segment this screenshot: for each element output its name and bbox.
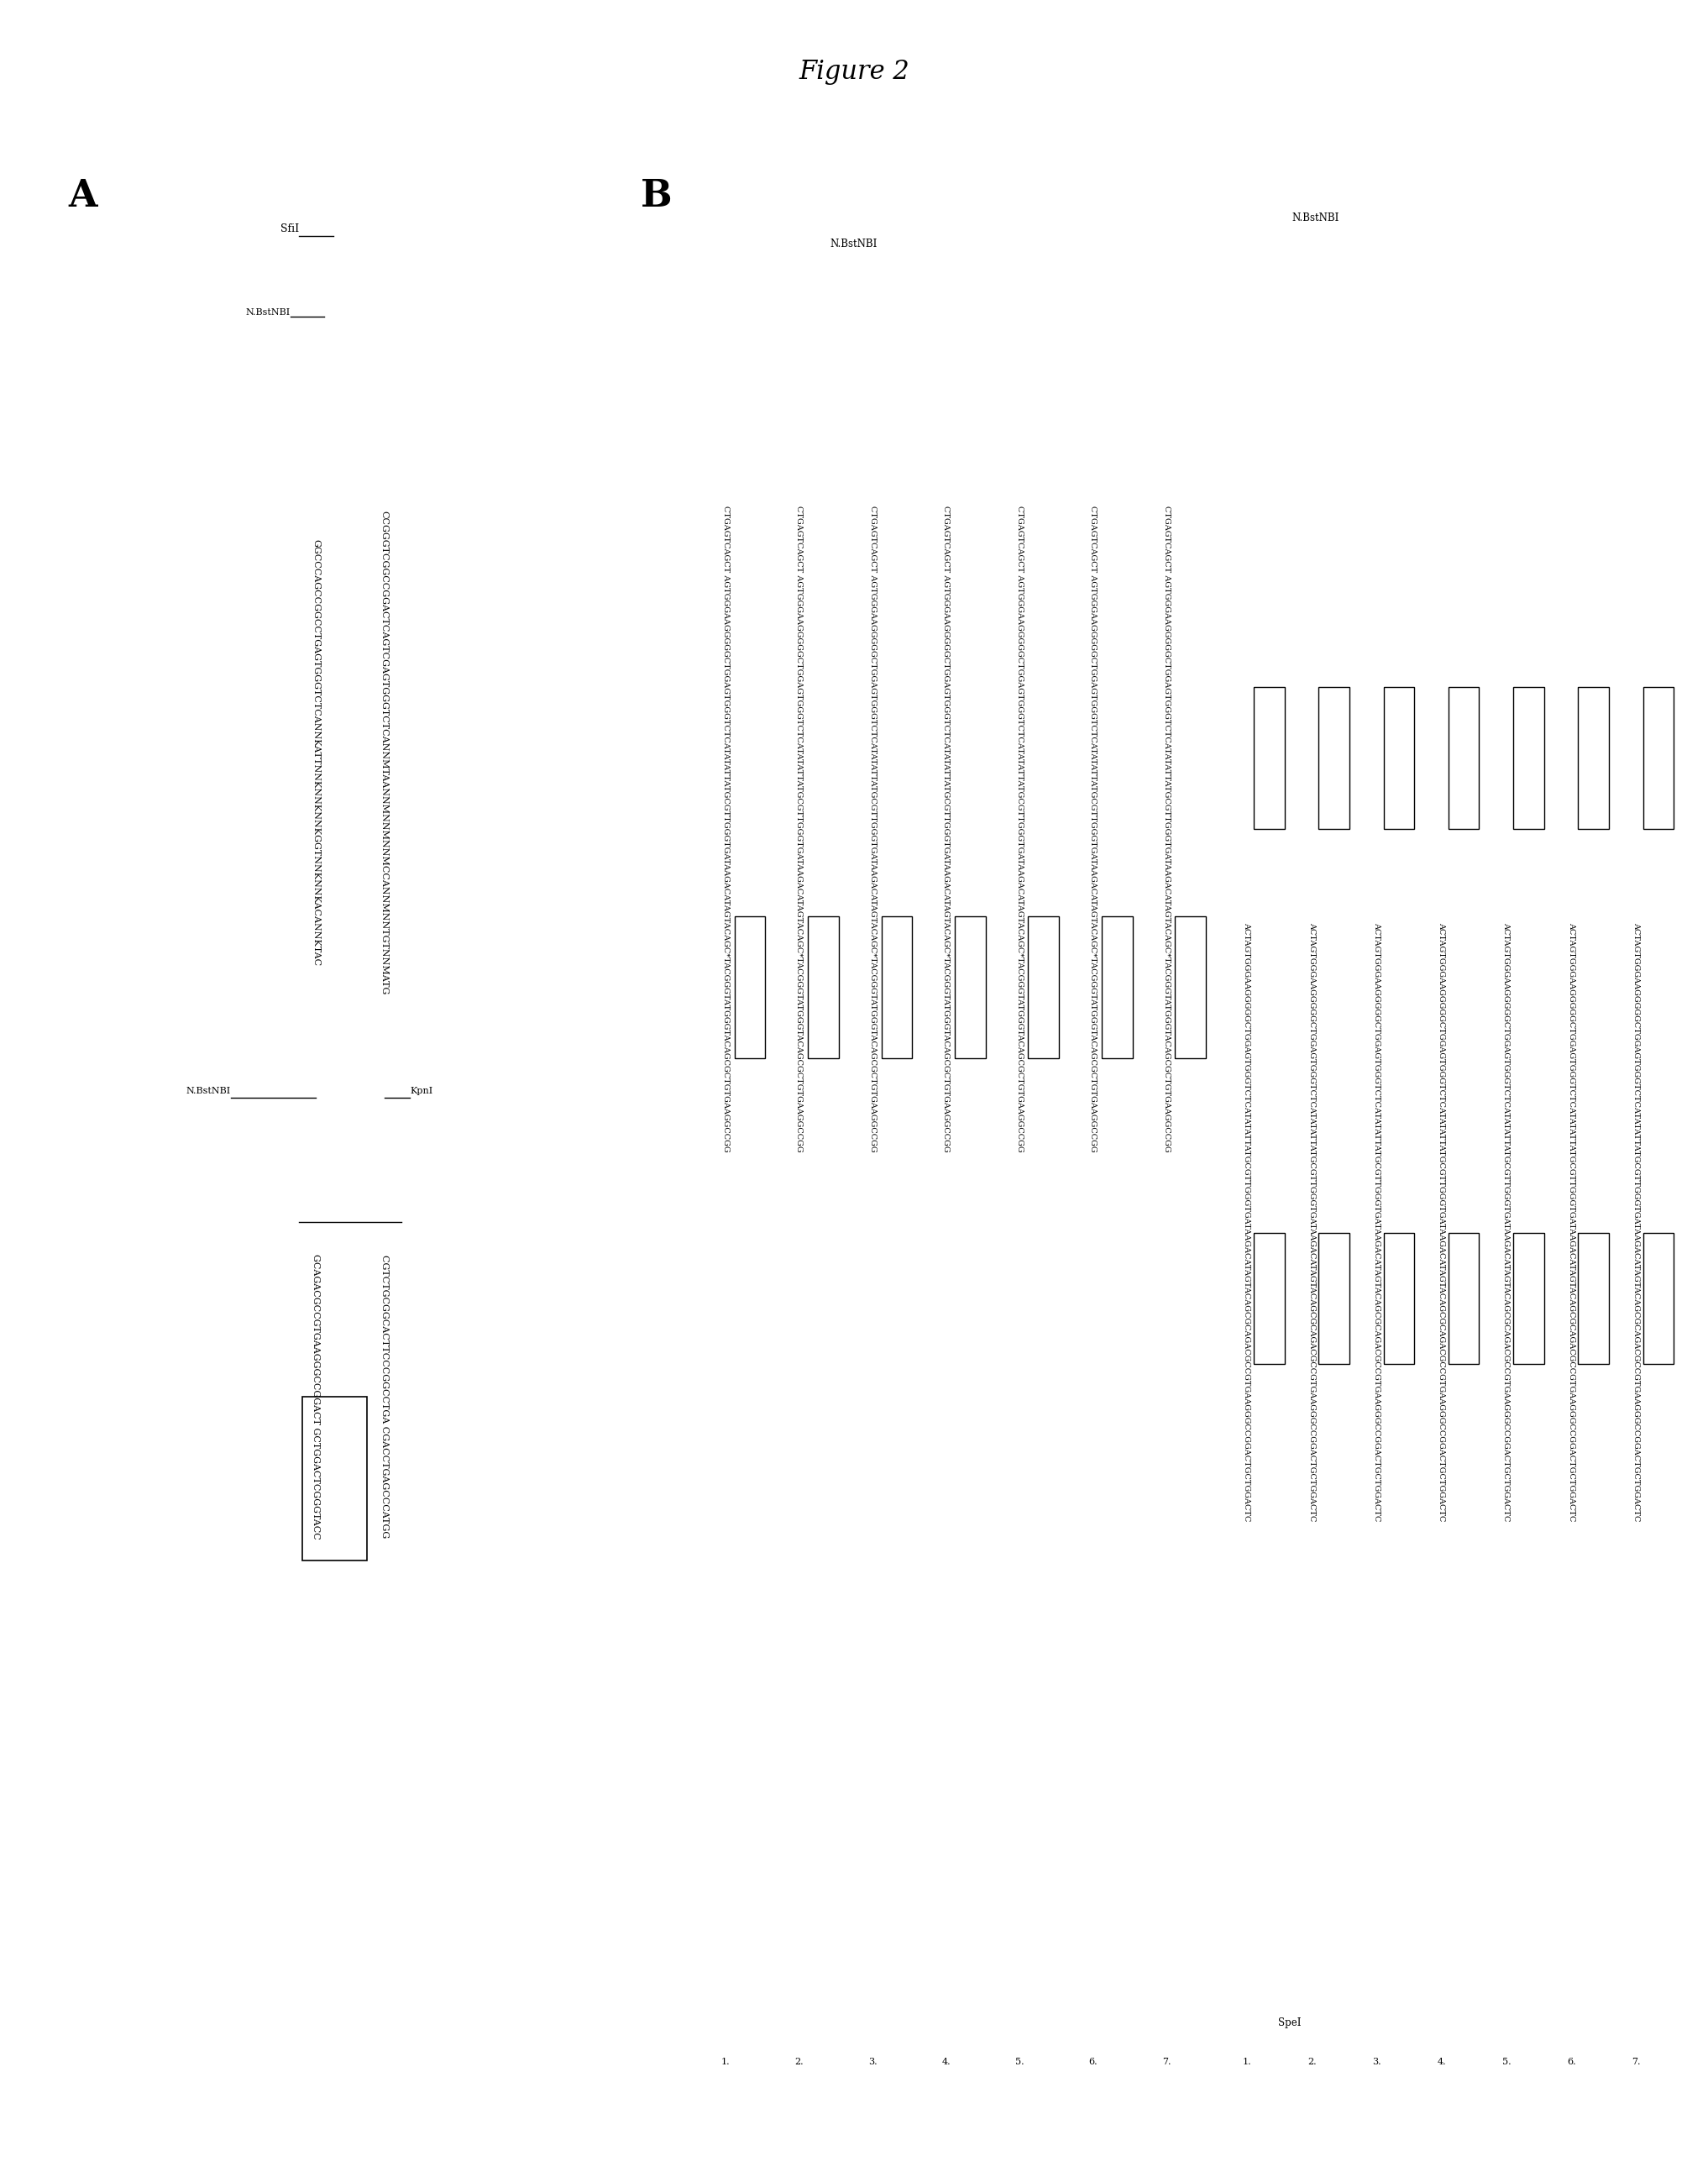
Bar xyxy=(1513,687,1544,829)
Text: Figure 2: Figure 2 xyxy=(799,59,909,85)
Text: 6.: 6. xyxy=(1088,2058,1098,2066)
Text: ACTAGTGGGAAGGGGGCTGGAGTGGGTCTCATATATTATGCGTTGGGTGATAAGACATAGTACAGCGCAGACGCCGTGAA: ACTAGTGGGAAGGGGGCTGGAGTGGGTCTCATATATTATG… xyxy=(1438,923,1445,1521)
Bar xyxy=(1319,687,1349,829)
Text: N.BstNBI: N.BstNBI xyxy=(830,238,878,251)
Bar xyxy=(808,916,839,1058)
Text: CTGAGTCAGCT AGTGGGAAGGGGGCTGGAGTGGGTCTCATATATTATGCGTTGGGTGATAAGACATAGTACAGC*TACG: CTGAGTCAGCT AGTGGGAAGGGGGCTGGAGTGGGTCTCA… xyxy=(1016,506,1023,1152)
Text: 5.: 5. xyxy=(1015,2058,1025,2066)
Text: GGCCCAGCCGGCCTGAGTGGGTCTCANNKATTNNKNNKNNKGGTNNKNNKACANNKTAC: GGCCCAGCCGGCCTGAGTGGGTCTCANNKATTNNKNNKNN… xyxy=(313,539,319,967)
Text: ACTAGTGGGAAGGGGGCTGGAGTGGGTCTCATATATTATGCGTTGGGTGATAAGACATAGTACAGCGCAGACGCCGTGAA: ACTAGTGGGAAGGGGGCTGGAGTGGGTCTCATATATTATG… xyxy=(1373,923,1380,1521)
Text: ACTAGTGGGAAGGGGGCTGGAGTGGGTCTCATATATTATGCGTTGGGTGATAAGACATAGTACAGCGCAGACGCCGTGAA: ACTAGTGGGAAGGGGGCTGGAGTGGGTCTCATATATTATG… xyxy=(1243,923,1250,1521)
Text: 3.: 3. xyxy=(868,2058,878,2066)
Text: 6.: 6. xyxy=(1566,2058,1576,2066)
Text: 7.: 7. xyxy=(1631,2058,1641,2066)
Bar xyxy=(1643,1233,1674,1364)
Bar xyxy=(1643,687,1674,829)
Bar xyxy=(1254,687,1284,829)
Bar xyxy=(1578,1233,1609,1364)
Text: CGTCTGCGGCACTTCCCGGCCTGA CGACCTGAGCCCATGG: CGTCTGCGGCACTTCCCGGCCTGA CGACCTGAGCCCATG… xyxy=(381,1255,388,1538)
Bar xyxy=(1383,1233,1414,1364)
Text: N.BstNBI: N.BstNBI xyxy=(246,308,290,316)
Text: 4.: 4. xyxy=(1436,2058,1447,2066)
Text: A: A xyxy=(68,179,97,214)
Bar xyxy=(881,916,912,1058)
Text: 5.: 5. xyxy=(1501,2058,1512,2066)
Text: 3.: 3. xyxy=(1372,2058,1382,2066)
Text: N.BstNBI: N.BstNBI xyxy=(1291,212,1339,225)
Text: GCAGACGCCGTGAAGGGCCGGACT GCTGGACTCGGGTACC: GCAGACGCCGTGAAGGGCCGGACT GCTGGACTCGGGTAC… xyxy=(313,1255,319,1538)
Text: CTGAGTCAGCT AGTGGGAAGGGGGCTGGAGTGGGTCTCATATATTATGCGTTGGGTGATAAGACATAGTACAGC*TACG: CTGAGTCAGCT AGTGGGAAGGGGGCTGGAGTGGGTCTCA… xyxy=(796,506,803,1152)
Text: CTGAGTCAGCT AGTGGGAAGGGGGCTGGAGTGGGTCTCATATATTATGCGTTGGGTGATAAGACATAGTACAGC*TACG: CTGAGTCAGCT AGTGGGAAGGGGGCTGGAGTGGGTCTCA… xyxy=(1090,506,1097,1152)
Text: 1.: 1. xyxy=(1242,2058,1252,2066)
Text: 1.: 1. xyxy=(721,2058,731,2066)
Bar xyxy=(1448,1233,1479,1364)
Bar xyxy=(1513,1233,1544,1364)
Bar xyxy=(1175,916,1206,1058)
Text: CTGAGTCAGCT AGTGGGAAGGGGGCTGGAGTGGGTCTCATATATTATGCGTTGGGTGATAAGACATAGTACAGC*TACG: CTGAGTCAGCT AGTGGGAAGGGGGCTGGAGTGGGTCTCA… xyxy=(869,506,876,1152)
Bar xyxy=(1448,687,1479,829)
Bar xyxy=(734,916,765,1058)
Bar xyxy=(1254,1233,1284,1364)
Text: 7.: 7. xyxy=(1161,2058,1172,2066)
Bar xyxy=(955,916,986,1058)
Text: SpeI: SpeI xyxy=(1278,2016,1301,2029)
Text: KpnI: KpnI xyxy=(410,1087,432,1095)
Bar xyxy=(1028,916,1059,1058)
Text: ACTAGTGGGAAGGGGGCTGGAGTGGGTCTCATATATTATGCGTTGGGTGATAAGACATAGTACAGCGCAGACGCCGTGAA: ACTAGTGGGAAGGGGGCTGGAGTGGGTCTCATATATTATG… xyxy=(1568,923,1575,1521)
Text: ACTAGTGGGAAGGGGGCTGGAGTGGGTCTCATATATTATGCGTTGGGTGATAAGACATAGTACAGCGCAGACGCCGTGAA: ACTAGTGGGAAGGGGGCTGGAGTGGGTCTCATATATTATG… xyxy=(1633,923,1640,1521)
Text: 4.: 4. xyxy=(941,2058,951,2066)
Text: CTGAGTCAGCT AGTGGGAAGGGGGCTGGAGTGGGTCTCATATATTATGCGTTGGGTGATAAGACATAGTACAGC*TACG: CTGAGTCAGCT AGTGGGAAGGGGGCTGGAGTGGGTCTCA… xyxy=(722,506,729,1152)
Text: B: B xyxy=(640,179,671,214)
Bar xyxy=(1578,687,1609,829)
Text: CTGAGTCAGCT AGTGGGAAGGGGGCTGGAGTGGGTCTCATATATTATGCGTTGGGTGATAAGACATAGTACAGC*TACG: CTGAGTCAGCT AGTGGGAAGGGGGCTGGAGTGGGTCTCA… xyxy=(943,506,950,1152)
Bar xyxy=(1383,687,1414,829)
Bar xyxy=(1319,1233,1349,1364)
Text: 2.: 2. xyxy=(1307,2058,1317,2066)
Text: SfiI: SfiI xyxy=(280,223,299,236)
Text: 2.: 2. xyxy=(794,2058,804,2066)
Text: ACTAGTGGGAAGGGGGCTGGAGTGGGTCTCATATATTATGCGTTGGGTGATAAGACATAGTACAGCGCAGACGCCGTGAA: ACTAGTGGGAAGGGGGCTGGAGTGGGTCTCATATATTATG… xyxy=(1308,923,1315,1521)
Text: CCGGGTCGGCCGGACTCAGTCGAGTGGGTCTCANNMTAANNMNNMNNMCCANNMNNTGTNNMATG: CCGGGTCGGCCGGACTCAGTCGAGTGGGTCTCANNMTAAN… xyxy=(381,511,388,995)
Text: CTGAGTCAGCT AGTGGGAAGGGGGCTGGAGTGGGTCTCATATATTATGCGTTGGGTGATAAGACATAGTACAGC*TACG: CTGAGTCAGCT AGTGGGAAGGGGGCTGGAGTGGGTCTCA… xyxy=(1163,506,1170,1152)
Text: N.BstNBI: N.BstNBI xyxy=(186,1087,231,1095)
Text: ACTAGTGGGAAGGGGGCTGGAGTGGGTCTCATATATTATGCGTTGGGTGATAAGACATAGTACAGCGCAGACGCCGTGAA: ACTAGTGGGAAGGGGGCTGGAGTGGGTCTCATATATTATG… xyxy=(1503,923,1510,1521)
Bar xyxy=(1102,916,1132,1058)
Bar xyxy=(302,1396,367,1560)
